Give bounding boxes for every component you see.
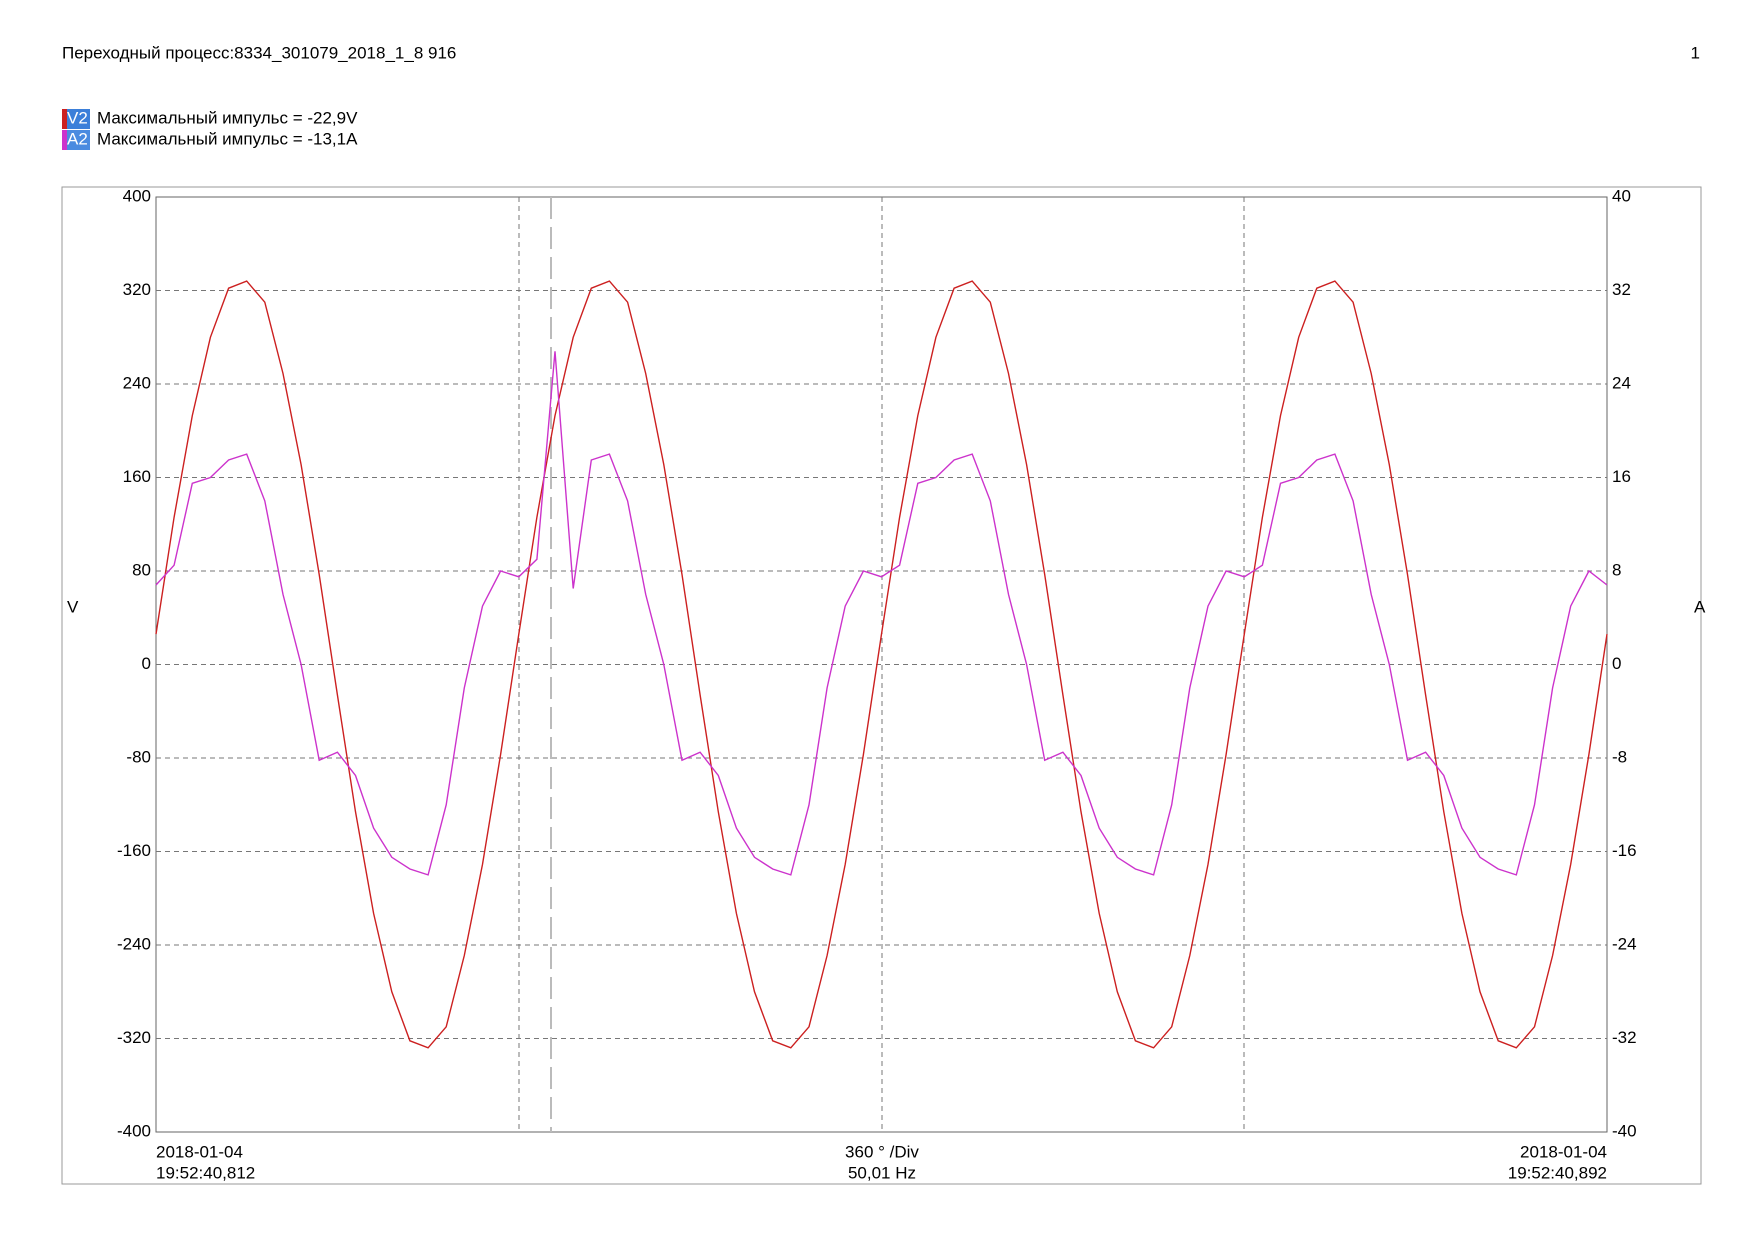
y2-tick-label: 16 <box>1612 467 1631 486</box>
legend-name: V2 <box>67 108 88 127</box>
x-division: 360 ° /Div <box>845 1142 919 1161</box>
y-tick-label: -160 <box>117 841 151 860</box>
legend-text: Максимальный импульс = -22,9V <box>97 108 358 127</box>
y2-tick-label: 32 <box>1612 280 1631 299</box>
y2-tick-label: -40 <box>1612 1121 1637 1140</box>
x-start-time: 19:52:40,812 <box>156 1163 255 1182</box>
x-end-time: 19:52:40,892 <box>1508 1163 1607 1182</box>
page-number: 1 <box>1691 43 1700 62</box>
y2-tick-label: -24 <box>1612 934 1637 953</box>
legend-color <box>62 130 67 150</box>
y-tick-label: 240 <box>123 373 151 392</box>
y-axis-label: V <box>67 597 79 616</box>
y2-tick-label: 24 <box>1612 373 1631 392</box>
y-tick-label: 320 <box>123 280 151 299</box>
y-tick-label: 400 <box>123 186 151 205</box>
y2-tick-label: 40 <box>1612 186 1631 205</box>
series-line <box>155 280 1608 1049</box>
x-frequency: 50,01 Hz <box>848 1163 916 1182</box>
y2-tick-label: 0 <box>1612 654 1621 673</box>
y2-tick-label: -32 <box>1612 1028 1637 1047</box>
legend-name: A2 <box>67 129 88 148</box>
y2-tick-label: 8 <box>1612 560 1621 579</box>
y2-tick-label: -8 <box>1612 747 1627 766</box>
chart-title: Переходный процесс:8334_301079_2018_1_8 … <box>62 43 456 62</box>
y-tick-label: -320 <box>117 1028 151 1047</box>
y-tick-label: -400 <box>117 1121 151 1140</box>
legend-swatch <box>62 130 90 150</box>
x-start-date: 2018-01-04 <box>156 1142 243 1161</box>
frame <box>61 186 1702 1185</box>
legend-text: Максимальный импульс = -13,1A <box>97 129 358 148</box>
legend-swatch <box>62 109 90 129</box>
series-line <box>155 351 1608 876</box>
y-tick-label: -80 <box>126 747 151 766</box>
y-tick-label: -240 <box>117 934 151 953</box>
y-tick-label: 160 <box>123 467 151 486</box>
y-tick-label: 0 <box>142 654 151 673</box>
y2-tick-label: -16 <box>1612 841 1637 860</box>
x-end-date: 2018-01-04 <box>1520 1142 1607 1161</box>
legend-color <box>62 109 67 129</box>
y-tick-label: 80 <box>132 560 151 579</box>
y2-axis-label: A <box>1694 597 1706 616</box>
